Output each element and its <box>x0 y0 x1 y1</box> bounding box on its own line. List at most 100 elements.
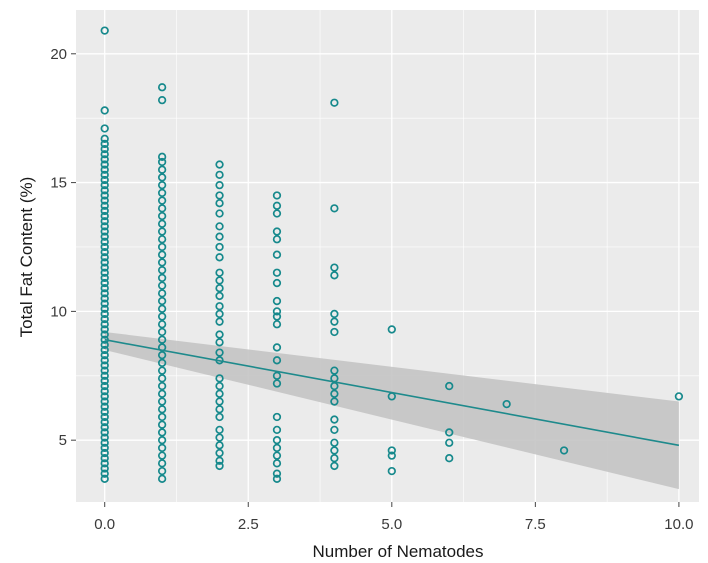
data-point <box>157 83 167 92</box>
data-point <box>100 232 109 241</box>
data-point <box>387 446 396 455</box>
data-point <box>100 26 109 35</box>
data-point <box>100 309 109 319</box>
data-point <box>445 454 454 463</box>
data-point <box>100 356 109 365</box>
data-point <box>100 253 109 262</box>
data-point <box>100 423 109 432</box>
data-point <box>100 351 109 360</box>
data-point <box>272 343 282 352</box>
data-point <box>215 425 224 435</box>
x-axis-ticks: 0.0 2.5 5.0 7.5 10.0 <box>94 502 694 533</box>
data-point <box>157 397 167 406</box>
data-point <box>100 469 109 478</box>
data-point <box>100 201 109 210</box>
data-point <box>330 309 339 319</box>
data-point <box>215 461 224 471</box>
data-point <box>215 181 224 190</box>
data-point <box>330 327 339 337</box>
data-point <box>215 253 224 262</box>
data-point <box>330 461 339 471</box>
data-point <box>559 446 569 455</box>
data-point <box>157 312 167 321</box>
data-point <box>100 242 109 252</box>
data-point <box>215 209 224 218</box>
data-point <box>100 106 109 115</box>
data-point <box>272 371 282 380</box>
data-point <box>215 330 224 339</box>
data-point <box>272 268 282 277</box>
data-point <box>100 407 109 416</box>
data-point <box>100 284 109 293</box>
data-point <box>215 242 224 252</box>
data-point <box>215 222 224 231</box>
data-point <box>100 175 109 185</box>
data-point <box>157 157 167 167</box>
data-point <box>215 291 224 301</box>
data-point <box>330 98 339 107</box>
data-point <box>674 392 684 401</box>
data-point <box>157 335 167 344</box>
data-point <box>330 317 339 326</box>
data-point <box>157 466 167 476</box>
data-point <box>100 361 109 370</box>
data-point <box>330 389 339 398</box>
data-point <box>157 289 167 298</box>
data-point <box>215 199 224 208</box>
data-point <box>215 381 224 391</box>
data-point <box>100 139 109 149</box>
data-point <box>272 412 282 422</box>
y-tick-label: 5 <box>59 432 67 449</box>
data-point <box>157 451 167 460</box>
data-point <box>100 340 109 350</box>
data-point <box>100 464 109 473</box>
data-point <box>157 266 167 275</box>
data-points <box>100 26 684 483</box>
data-point <box>215 397 224 406</box>
data-point <box>100 459 109 468</box>
data-point <box>272 356 282 365</box>
data-point <box>272 451 282 460</box>
data-point <box>157 428 167 437</box>
data-point <box>100 299 109 308</box>
data-point <box>100 443 109 453</box>
x-axis-title: Number of Nematodes <box>312 542 483 561</box>
data-point <box>157 235 167 244</box>
y-axis-title: Total Fat Content (%) <box>17 177 36 338</box>
data-point <box>445 438 454 447</box>
data-point <box>272 425 282 435</box>
data-point <box>157 227 167 236</box>
data-point <box>330 415 339 424</box>
x-tick-label: 2.5 <box>238 516 259 533</box>
data-point <box>100 144 109 154</box>
data-point <box>100 206 109 216</box>
data-point <box>157 412 167 422</box>
y-tick-label: 15 <box>50 175 67 192</box>
data-point <box>157 165 167 174</box>
data-point <box>215 405 224 414</box>
y-tick-label: 10 <box>50 303 67 320</box>
data-point <box>215 448 224 458</box>
data-point <box>100 402 109 411</box>
data-point <box>215 191 224 200</box>
data-point <box>100 222 109 231</box>
data-point <box>215 433 224 442</box>
data-point <box>100 438 109 447</box>
y-tick-label: 20 <box>50 46 67 63</box>
data-point <box>387 451 396 460</box>
data-point <box>100 454 109 463</box>
data-point <box>157 443 167 453</box>
data-point <box>272 312 282 321</box>
data-point <box>100 247 109 257</box>
data-point <box>157 320 167 329</box>
data-point <box>215 309 224 319</box>
data-point <box>157 173 167 182</box>
data-point <box>100 165 109 174</box>
data-point <box>157 381 167 391</box>
data-point <box>387 466 396 476</box>
data-point <box>100 387 109 396</box>
data-point <box>215 160 224 169</box>
data-point <box>100 181 109 190</box>
data-point <box>100 325 109 334</box>
data-point <box>100 191 109 200</box>
